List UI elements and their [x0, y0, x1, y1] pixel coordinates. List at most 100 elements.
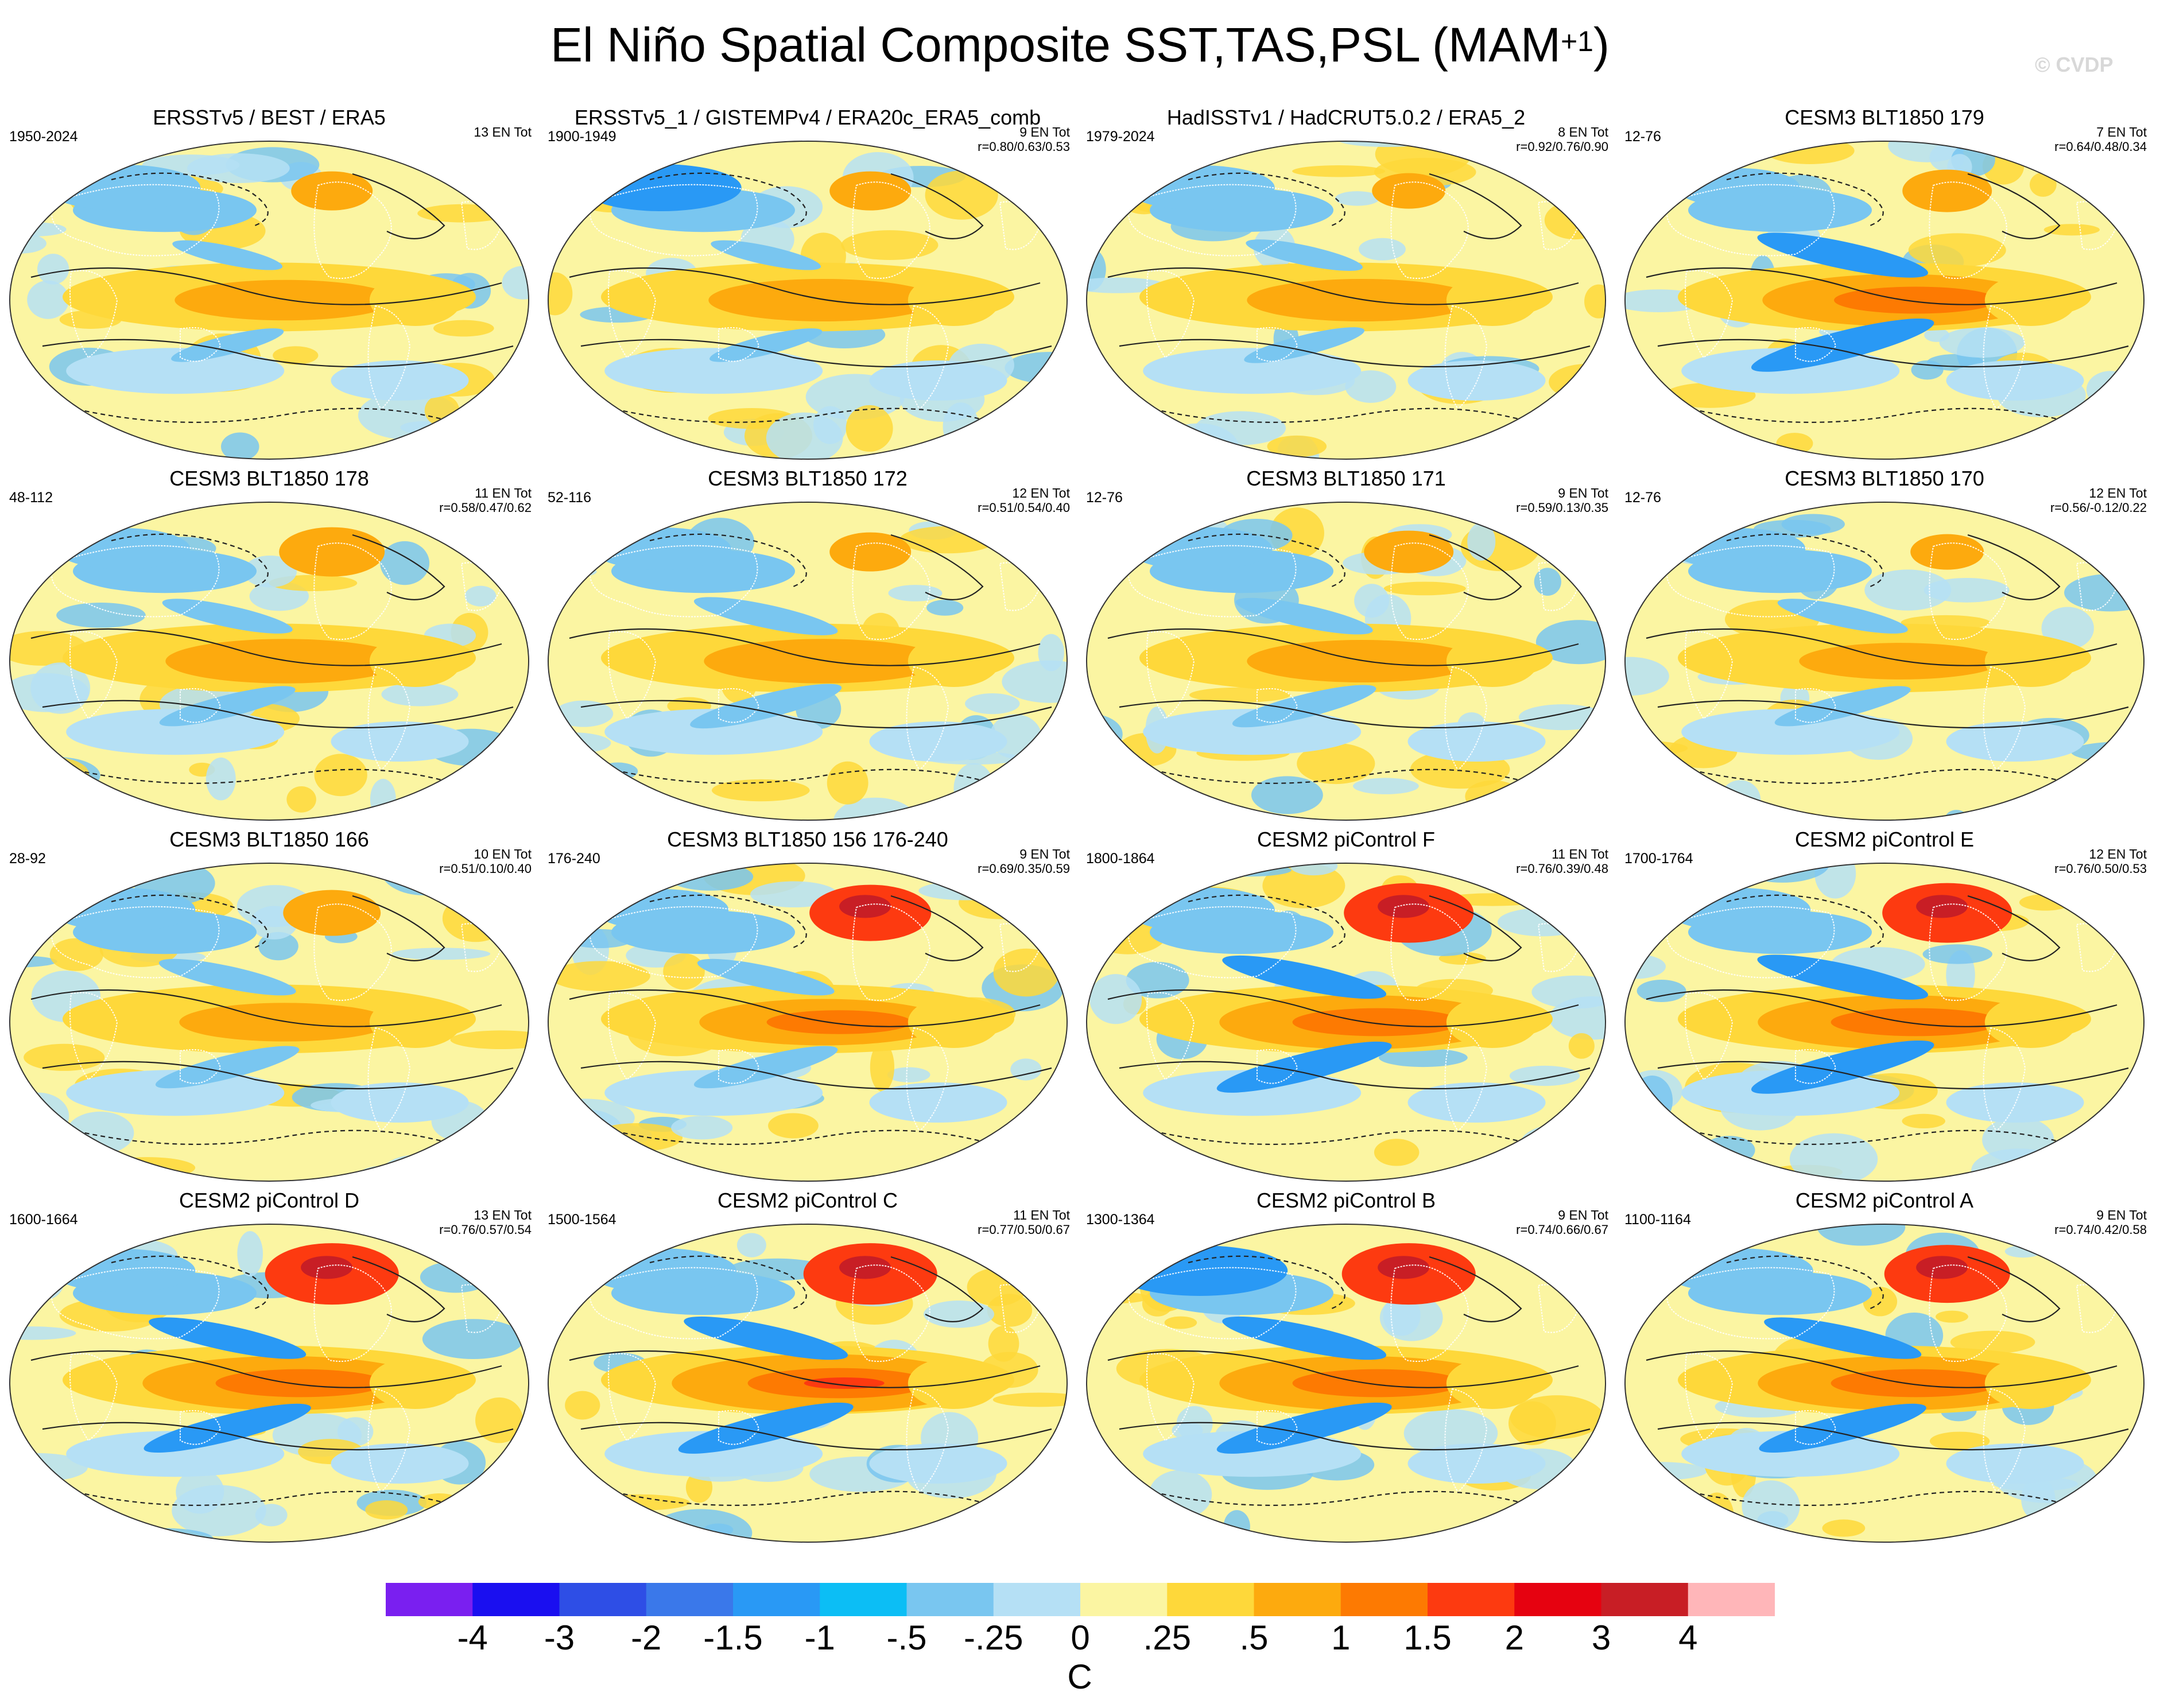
- map-panel: CESM2 piControl E 1700-1764 12 EN Tot r=0.7…: [1615, 827, 2154, 1187]
- colorbar: [386, 1583, 1775, 1616]
- psl-contour: [30, 267, 502, 305]
- pacific-cold-arm-south: [1774, 686, 1911, 727]
- sst-anomaly-patch: [1688, 141, 1760, 162]
- psl-contour: [649, 533, 807, 588]
- psl-contour: [615, 1129, 1006, 1150]
- sst-anomaly-patch: [1776, 433, 1813, 455]
- coastline: [1983, 666, 2026, 771]
- sst-anomaly-patch: [65, 863, 152, 888]
- sh-cool-band: [1407, 360, 1546, 401]
- sst-anomaly-patch: [1251, 776, 1323, 814]
- coastline: [999, 923, 1041, 972]
- panel-correlation: r=0.64/0.48/0.34: [2054, 139, 2147, 154]
- sh-cool-band: [1681, 1431, 1900, 1477]
- sst-anomaly-patch: [888, 585, 943, 601]
- arctic-warm-peak: [301, 1256, 353, 1279]
- psl-contour: [352, 534, 445, 600]
- psl-contour: [111, 172, 269, 227]
- psl-contour: [1119, 1422, 1591, 1451]
- sst-anomaly-patch: [992, 1392, 1067, 1407]
- coastline: [1929, 903, 2007, 1001]
- sst-anomaly-patch: [1087, 1224, 1150, 1246]
- north-america-warm-anomaly: [1910, 534, 1984, 570]
- panel-title: CESM3 BLT1850 172: [708, 467, 908, 490]
- psl-contour: [1726, 894, 1884, 949]
- globe-map: [548, 502, 1068, 821]
- sh-cool-band: [66, 348, 285, 394]
- sst-anomaly-patch: [15, 149, 40, 183]
- sh-cool-band: [869, 1443, 1007, 1484]
- panel-event-count: 12 EN Tot: [2089, 486, 2147, 500]
- panel-period: 176-240: [548, 851, 600, 867]
- pacific-cold-arm-south: [1216, 1041, 1392, 1093]
- coastline: [852, 903, 930, 1001]
- pacific-cold-arm-north: [684, 1316, 848, 1360]
- sst-anomaly-patch: [2029, 172, 2057, 197]
- colorbar-tick-label: 1: [1331, 1618, 1351, 1657]
- sst-anomaly-patch: [482, 141, 529, 160]
- psl-contour: [1188, 172, 1345, 227]
- coastline: [1929, 181, 2007, 279]
- coastline: [999, 562, 1041, 611]
- sst-anomaly-patch: [13, 789, 110, 820]
- coastline: [1537, 562, 1580, 611]
- north-america-warm-anomaly: [1372, 173, 1446, 209]
- sst-anomaly-patch: [10, 887, 74, 927]
- psl-contour: [1153, 1129, 1545, 1150]
- panel-period: 12-76: [1086, 490, 1123, 506]
- sst-anomaly-patch: [887, 1067, 930, 1082]
- map-panel: CESM3 BLT1850 156 176-240 176-240 9 EN Tot…: [538, 827, 1077, 1187]
- sst-anomaly-patch: [1181, 1155, 1213, 1181]
- arctic-warm-peak: [1916, 895, 1968, 918]
- globe-map: [1086, 141, 1606, 460]
- map-panel: CESM3 BLT1850 171 12-76 9 EN Tot r=0.59/0.1…: [1077, 466, 1615, 826]
- sst-anomaly-patch: [176, 1469, 224, 1514]
- sst-anomaly-patch: [381, 682, 459, 707]
- sst-anomaly-patch: [2103, 799, 2144, 820]
- pacific-cold-arm-north: [1757, 954, 1928, 1000]
- sst-anomaly-patch: [502, 266, 529, 300]
- sst-anomaly-patch: [314, 754, 367, 797]
- pacific-cold-arm-north: [1222, 1316, 1387, 1360]
- enso-peak: [804, 1377, 885, 1389]
- pacific-cold-arm-north: [1222, 955, 1387, 999]
- sst-anomaly-patch: [565, 1391, 600, 1420]
- colorbar-swatch: [646, 1583, 734, 1616]
- colorbar-swatch: [386, 1583, 473, 1616]
- map-outline: [1624, 1224, 2145, 1543]
- panel-period: 1300-1364: [1086, 1212, 1155, 1228]
- sst-anomaly-patch: [1704, 435, 1758, 459]
- pacific-cold-arm-north: [1235, 597, 1373, 635]
- sst-anomaly-patch: [1922, 944, 1992, 964]
- colorbar-swatch: [733, 1583, 820, 1616]
- panel-title: CESM3 BLT1850 170: [1785, 467, 1984, 490]
- panel-correlation: r=0.76/0.50/0.53: [2054, 861, 2147, 876]
- psl-contour: [615, 768, 1006, 789]
- pacific-cold-arm-south: [690, 684, 842, 729]
- sst-anomaly-patch: [1908, 233, 2006, 267]
- psl-contour: [1107, 628, 1579, 666]
- sst-anomaly-patch: [1911, 360, 1944, 380]
- coastline: [1666, 545, 1835, 618]
- coastline: [1537, 201, 1580, 250]
- panel-correlation: r=0.80/0.63/0.53: [978, 139, 1070, 154]
- globe-map: [9, 141, 529, 460]
- coastline: [906, 666, 949, 771]
- panel-period: 1800-1864: [1086, 851, 1155, 867]
- map-panel: CESM3 BLT1850 172 52-116 12 EN Tot r=0.51/0…: [538, 466, 1077, 826]
- sh-cool-band: [331, 360, 469, 401]
- sh-cool-band: [66, 709, 285, 755]
- coastline: [1795, 1410, 1837, 1445]
- map-outline: [548, 502, 1068, 821]
- pacific-cold-arm-south: [155, 1046, 300, 1089]
- sst-anomaly-patch: [442, 895, 509, 942]
- enso-warm-tongue: [165, 639, 405, 684]
- pacific-cold-arm-south: [1244, 327, 1365, 363]
- sst-anomaly-patch: [1742, 1480, 1800, 1532]
- sst-anomaly-patch: [548, 272, 573, 316]
- map-outline: [1624, 863, 2145, 1182]
- sst-anomaly-patch: [988, 1325, 1019, 1362]
- sst-anomaly-patch: [2043, 224, 2100, 236]
- sst-anomaly-patch: [668, 863, 754, 891]
- enso-warm-tongue: [708, 279, 939, 321]
